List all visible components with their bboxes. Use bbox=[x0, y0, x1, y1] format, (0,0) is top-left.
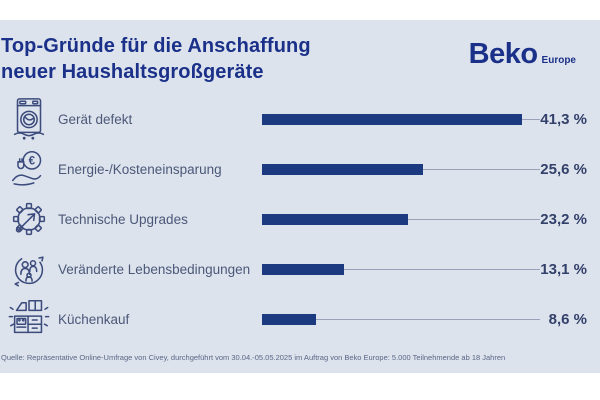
bar-area bbox=[262, 263, 540, 275]
bar-fill bbox=[262, 214, 408, 225]
bar-track bbox=[262, 319, 540, 320]
beko-logo-text: Beko bbox=[468, 38, 538, 70]
bar-label: Energie-/Kosteneinsparung bbox=[58, 161, 222, 177]
technical-upgrade-gear-icon bbox=[0, 196, 58, 242]
bar-area bbox=[262, 163, 540, 175]
chart-row-kuechenkauf: Küchenkauf 8,6 % bbox=[0, 294, 600, 344]
bar-chart: Gerät defekt 41,3 % € bbox=[0, 94, 600, 344]
kitchen-purchase-icon bbox=[0, 296, 58, 342]
chart-row-geraet-defekt: Gerät defekt 41,3 % bbox=[0, 94, 600, 144]
title-line-2: neuer Haushaltsgroßgeräte bbox=[1, 61, 264, 84]
chart-row-veraenderte-lebensbedingungen: Veränderte Lebensbedingungen 13,1 % bbox=[0, 244, 600, 294]
beko-logo-suffix: Europe bbox=[541, 55, 576, 66]
source-note: Quelle: Repräsentative Online-Umfrage vo… bbox=[1, 353, 506, 362]
bar-area bbox=[262, 113, 540, 125]
bar-value: 25,6 % bbox=[540, 160, 587, 178]
bar-fill bbox=[262, 164, 423, 175]
bar-track bbox=[262, 269, 540, 270]
svg-text:€: € bbox=[29, 155, 36, 167]
beko-europe-logo: Beko Europe bbox=[469, 38, 576, 71]
bar-area bbox=[262, 313, 540, 325]
bar-value: 23,2 % bbox=[540, 210, 587, 228]
bar-area bbox=[262, 213, 540, 225]
bar-label: Veränderte Lebensbedingungen bbox=[58, 261, 251, 277]
page-title: Top-Gründe für die Anschaffung neuer Hau… bbox=[1, 33, 600, 86]
bar-label: Küchenkauf bbox=[58, 311, 130, 327]
bar-fill bbox=[262, 264, 345, 275]
chart-header: Top-Gründe für die Anschaffung neuer Hau… bbox=[0, 20, 600, 88]
energy-cost-savings-icon: € bbox=[0, 146, 58, 192]
bar-value: 41,3 % bbox=[540, 110, 587, 128]
bar-fill bbox=[262, 114, 522, 125]
chart-row-energie-kosteneinsparung: € Energie-/Kosteneinsparung 25,6 % bbox=[0, 144, 600, 194]
bar-value: 13,1 % bbox=[540, 260, 587, 278]
bar-value: 8,6 % bbox=[548, 310, 587, 328]
chart-panel: Top-Gründe für die Anschaffung neuer Hau… bbox=[0, 20, 600, 373]
washing-machine-defect-icon bbox=[0, 96, 58, 142]
bar-label: Gerät defekt bbox=[58, 111, 133, 127]
bar-fill bbox=[262, 314, 317, 325]
bar-label: Technische Upgrades bbox=[58, 211, 188, 227]
chart-row-technische-upgrades: Technische Upgrades 23,2 % bbox=[0, 194, 600, 244]
title-line-1: Top-Gründe für die Anschaffung bbox=[1, 35, 311, 57]
changed-life-circumstances-icon bbox=[0, 246, 58, 292]
